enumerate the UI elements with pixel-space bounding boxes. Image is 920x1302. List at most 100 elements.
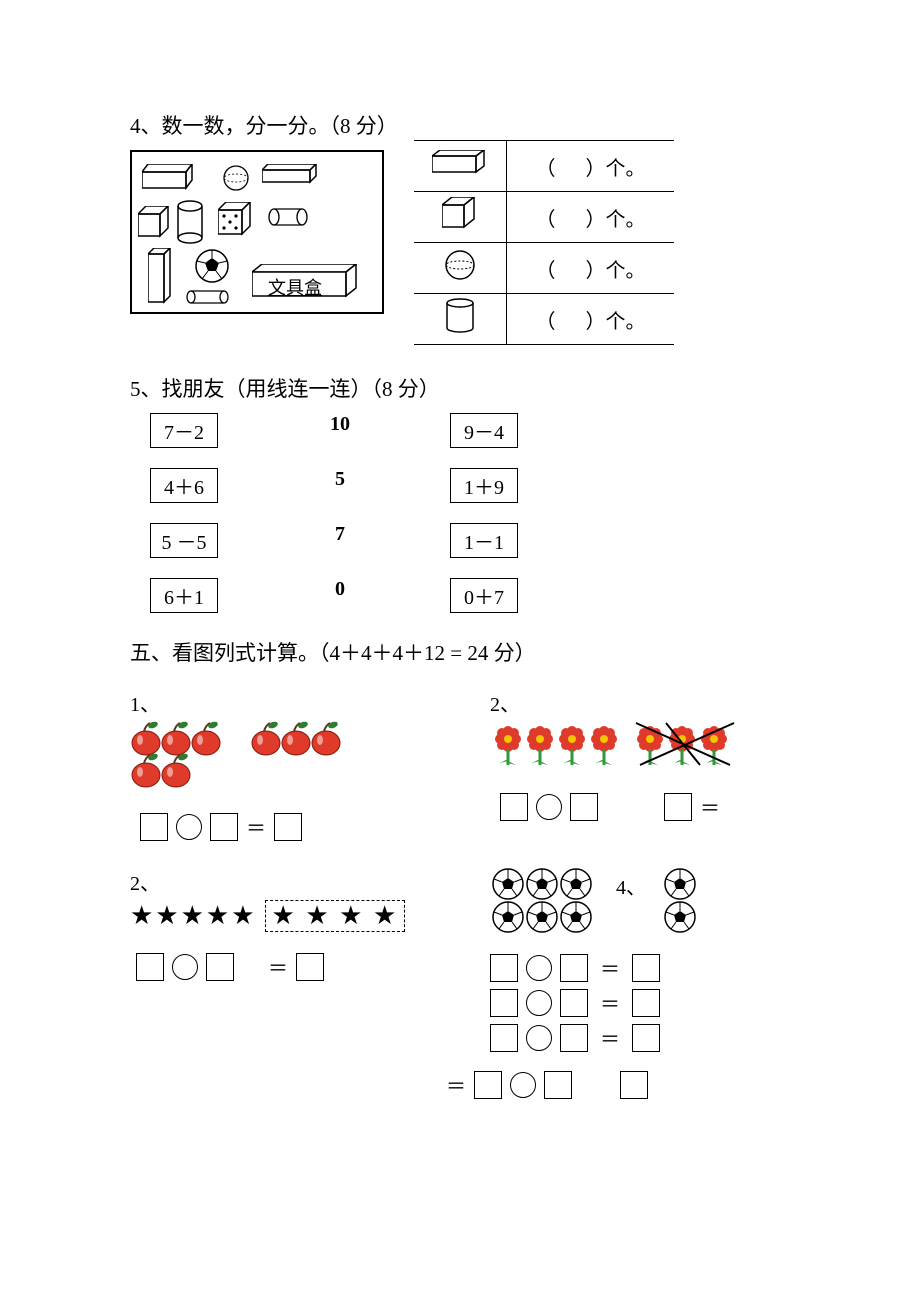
blank-square[interactable] <box>136 953 164 981</box>
p2b-label: 2、 <box>130 867 430 896</box>
answer-num[interactable]: 10 <box>300 413 380 448</box>
stars-left: ★★★★★ <box>130 901 257 931</box>
blank-circle[interactable] <box>526 1025 552 1051</box>
pencil-box-label: 文具盒 <box>268 274 322 300</box>
blank-square[interactable] <box>274 813 302 841</box>
p2-label: 2、 <box>490 688 790 717</box>
q4-shape-box: 文具盒 <box>130 150 384 314</box>
answer-num[interactable]: 0 <box>300 578 380 613</box>
cuboid-icon <box>262 164 322 186</box>
expr-box[interactable]: 6＋1 <box>150 578 218 613</box>
cube-icon <box>218 202 254 238</box>
blank-square[interactable] <box>544 1071 572 1099</box>
expr-box[interactable]: 7－2 <box>150 413 218 448</box>
sec5-heading: 五、看图列式计算。（4＋4＋4＋12 = 24 分） <box>130 637 860 667</box>
equals-sign: ＝ <box>700 792 720 821</box>
blank-square[interactable] <box>296 953 324 981</box>
answer-num[interactable]: 7 <box>300 523 380 558</box>
expr-box[interactable]: 4＋6 <box>150 468 218 503</box>
sec5-row1: 1、 <box>130 688 860 847</box>
equals-sign: ＝ <box>246 812 266 841</box>
balls-illus: 4、 <box>490 867 790 935</box>
cuboid-icon <box>142 164 202 192</box>
p2: 2、 <box>490 688 790 847</box>
blank-square[interactable] <box>664 793 692 821</box>
sphere-icon <box>194 248 230 284</box>
blank-circle[interactable] <box>536 794 562 820</box>
table-row: （ ）个。 <box>414 192 674 243</box>
expr-box[interactable]: 1＋9 <box>450 468 518 503</box>
stars-right: ★ ★ ★ ★ <box>265 900 406 932</box>
blank-square[interactable] <box>140 813 168 841</box>
expr-box[interactable]: 1－1 <box>450 523 518 558</box>
expr-box[interactable]: 5 －5 <box>150 523 218 558</box>
blank-square[interactable] <box>490 1024 518 1052</box>
expr-box[interactable]: 0＋7 <box>450 578 518 613</box>
expr-box[interactable]: 9－4 <box>450 413 518 448</box>
sphere-icon <box>444 249 476 281</box>
p4: 4、 ＝ ＝ <box>490 867 790 1105</box>
equals-sign: ＝ <box>596 953 624 982</box>
cuboid-icon <box>432 150 488 176</box>
cylinder-icon <box>268 208 308 226</box>
count-blank[interactable]: （ ）个。 <box>507 192 675 243</box>
blank-square[interactable] <box>210 813 238 841</box>
equals-sign: ＝ <box>268 952 288 981</box>
blank-square[interactable] <box>500 793 528 821</box>
eq-line[interactable]: ＝ <box>136 952 430 981</box>
q5-prompt: 5、找朋友（用线连一连）（8 分） <box>130 373 860 403</box>
blank-square[interactable] <box>490 989 518 1017</box>
p4-label: 4、 <box>616 871 646 900</box>
blank-square[interactable] <box>632 1024 660 1052</box>
p1: 1、 <box>130 688 430 847</box>
eq-line[interactable]: ＝ <box>490 1023 790 1052</box>
equals-sign: ＝ <box>596 1023 624 1052</box>
sec5-row2: 2、 ★★★★★ ★ ★ ★ ★ ＝ <box>130 867 860 1105</box>
q4-prompt: 4、数一数，分一分。（8 分） <box>130 110 860 140</box>
flowers-illus <box>490 721 790 786</box>
blank-circle[interactable] <box>172 954 198 980</box>
blank-circle[interactable] <box>510 1072 536 1098</box>
blank-square[interactable] <box>474 1071 502 1099</box>
p2b: 2、 ★★★★★ ★ ★ ★ ★ ＝ <box>130 867 430 1105</box>
blank-square[interactable] <box>206 953 234 981</box>
q5: 5、找朋友（用线连一连）（8 分） 7－2 10 9－4 4＋6 5 1＋9 5… <box>130 373 860 613</box>
q4-table: （ ）个。 （ ）个。 <box>414 140 674 345</box>
eq-line[interactable]: ＝ <box>490 953 790 982</box>
table-row: （ ）个。 <box>414 294 674 345</box>
blank-square[interactable] <box>632 954 660 982</box>
stars-illus: ★★★★★ ★ ★ ★ ★ <box>130 900 430 932</box>
sphere-icon <box>222 164 250 192</box>
eq-line[interactable]: ＝ <box>446 1070 790 1099</box>
q5-grid: 7－2 10 9－4 4＋6 5 1＋9 5 －5 7 1－1 6＋1 0 0＋… <box>150 413 860 613</box>
apples-illus <box>130 721 430 806</box>
cylinder-icon <box>186 290 230 304</box>
blank-circle[interactable] <box>526 955 552 981</box>
count-blank[interactable]: （ ）个。 <box>507 141 675 192</box>
blank-square[interactable] <box>632 989 660 1017</box>
table-row: （ ）个。 <box>414 243 674 294</box>
eq-line[interactable]: ＝ <box>500 792 790 821</box>
blank-square[interactable] <box>560 989 588 1017</box>
equals-sign: ＝ <box>596 988 624 1017</box>
blank-square[interactable] <box>570 793 598 821</box>
eq-line[interactable]: ＝ <box>490 988 790 1017</box>
count-blank[interactable]: （ ）个。 <box>507 243 675 294</box>
cylinder-icon <box>176 200 204 246</box>
p1-label: 1、 <box>130 688 430 717</box>
table-row: （ ）个。 <box>414 141 674 192</box>
blank-circle[interactable] <box>176 814 202 840</box>
blank-square[interactable] <box>620 1071 648 1099</box>
blank-square[interactable] <box>560 954 588 982</box>
cube-icon <box>138 206 172 240</box>
cuboid-icon <box>148 248 174 306</box>
blank-circle[interactable] <box>526 990 552 1016</box>
q4-row: 文具盒 （ ）个。 <box>130 150 860 345</box>
eq-line[interactable]: ＝ <box>140 812 430 841</box>
cylinder-icon <box>445 298 475 334</box>
blank-square[interactable] <box>560 1024 588 1052</box>
cube-icon <box>442 197 478 231</box>
count-blank[interactable]: （ ）个。 <box>507 294 675 345</box>
answer-num[interactable]: 5 <box>300 468 380 503</box>
blank-square[interactable] <box>490 954 518 982</box>
